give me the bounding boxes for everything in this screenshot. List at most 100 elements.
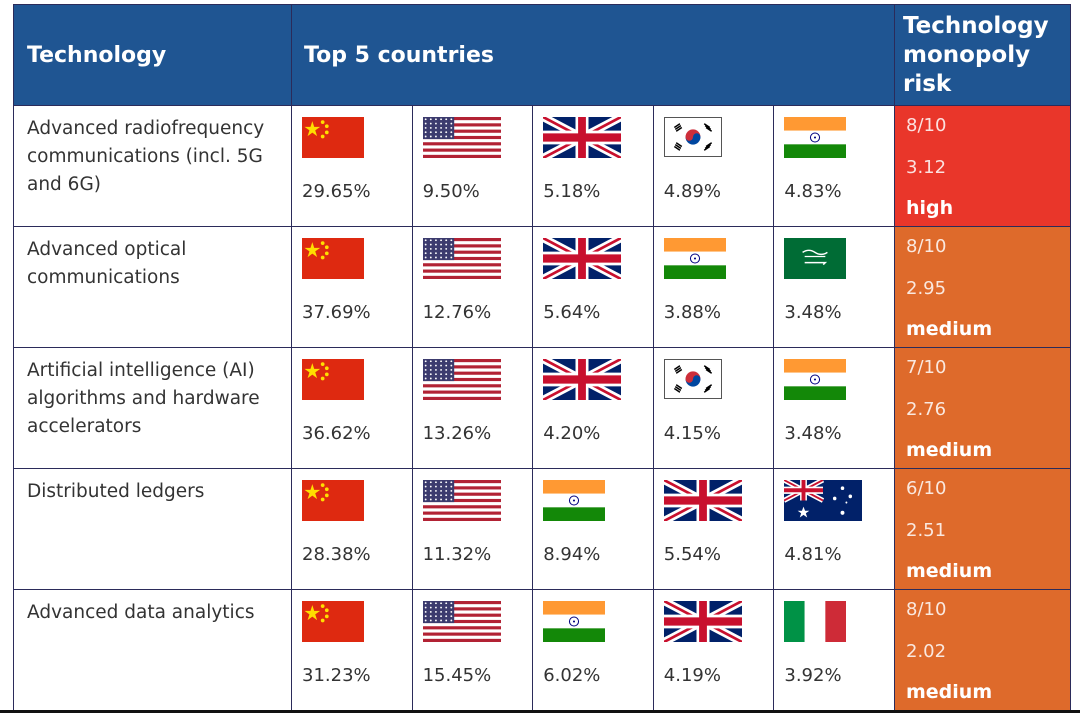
- country-cell: 31.23%: [291, 589, 413, 711]
- risk-level: medium: [906, 318, 993, 340]
- country-share: 4.19%: [663, 665, 721, 686]
- china-flag-icon: [302, 601, 364, 642]
- risk-level: high: [906, 197, 954, 219]
- saudi-arabia-flag-icon: [784, 238, 847, 279]
- table-row: Artificial intelligence (AI) algorithms …: [13, 347, 1071, 469]
- country-share: 8.94%: [543, 544, 601, 565]
- header-technology: Technology: [13, 4, 292, 106]
- usa-flag-icon: [422, 238, 501, 279]
- uk-flag-icon: [663, 601, 742, 642]
- italy-flag-icon: [784, 601, 847, 642]
- country-cell: 29.65%: [291, 105, 413, 227]
- country-cell: 4.20%: [532, 347, 654, 469]
- uk-flag-icon: [543, 238, 622, 279]
- india-flag-icon: [784, 117, 847, 158]
- south-korea-flag-icon: [663, 117, 722, 157]
- usa-flag-icon: [422, 117, 501, 158]
- uk-flag-icon: [543, 359, 622, 400]
- usa-flag-icon: [422, 480, 501, 521]
- technology-name: Advanced optical communications: [13, 226, 292, 348]
- country-share: 3.48%: [784, 302, 842, 323]
- country-cell: 5.18%: [532, 105, 654, 227]
- header-top-countries: Top 5 countries: [291, 4, 895, 106]
- china-flag-icon: [302, 359, 364, 400]
- risk-level: medium: [906, 560, 993, 582]
- technology-name: Advanced radiofrequency communications (…: [13, 105, 292, 227]
- bottom-border: [0, 710, 1080, 713]
- risk-score: 8/10: [906, 599, 947, 620]
- country-share: 6.02%: [543, 665, 601, 686]
- country-cell: 12.76%: [411, 226, 534, 348]
- country-cell: 3.48%: [773, 347, 895, 469]
- country-cell: 3.88%: [652, 226, 775, 348]
- risk-level: medium: [906, 439, 993, 461]
- risk-value: 2.95: [906, 278, 947, 299]
- risk-cell: 6/10 2.51 medium: [894, 468, 1071, 590]
- country-share: 12.76%: [422, 302, 492, 323]
- header-risk: Technology monopoly risk: [894, 4, 1071, 106]
- country-share: 4.15%: [663, 423, 721, 444]
- uk-flag-icon: [663, 480, 742, 521]
- technology-name: Artificial intelligence (AI) algorithms …: [13, 347, 292, 469]
- technology-name: Advanced data analytics: [13, 589, 292, 711]
- country-share: 5.18%: [543, 181, 601, 202]
- country-cell: 15.45%: [411, 589, 534, 711]
- risk-score: 8/10: [906, 236, 947, 257]
- country-cell: 11.32%: [411, 468, 534, 590]
- country-share: 5.64%: [543, 302, 601, 323]
- country-cell: 37.69%: [291, 226, 413, 348]
- india-flag-icon: [543, 601, 606, 642]
- risk-cell: 8/10 2.95 medium: [894, 226, 1071, 348]
- china-flag-icon: [302, 480, 364, 521]
- header-row: Technology Top 5 countries Technology mo…: [13, 4, 1071, 106]
- country-cell: 4.81%: [773, 468, 895, 590]
- country-share: 29.65%: [302, 181, 371, 202]
- technology-name: Distributed ledgers: [13, 468, 292, 590]
- uk-flag-icon: [543, 117, 622, 158]
- risk-level: medium: [906, 681, 993, 703]
- country-share: 4.83%: [784, 181, 842, 202]
- south-korea-flag-icon: [663, 359, 722, 399]
- risk-score: 7/10: [906, 357, 947, 378]
- table-row: Advanced optical communications 37.69% 12.…: [13, 226, 1071, 348]
- country-cell: 28.38%: [291, 468, 413, 590]
- country-share: 3.92%: [784, 665, 842, 686]
- country-share: 5.54%: [663, 544, 721, 565]
- country-share: 11.32%: [422, 544, 492, 565]
- risk-value: 2.02: [906, 641, 947, 662]
- country-cell: 4.83%: [773, 105, 895, 227]
- usa-flag-icon: [422, 359, 501, 400]
- india-flag-icon: [784, 359, 847, 400]
- usa-flag-icon: [422, 601, 501, 642]
- country-share: 9.50%: [422, 181, 480, 202]
- country-cell: 4.89%: [652, 105, 775, 227]
- country-share: 3.48%: [784, 423, 842, 444]
- country-cell: 9.50%: [411, 105, 534, 227]
- country-share: 31.23%: [302, 665, 371, 686]
- country-cell: 3.92%: [773, 589, 895, 711]
- country-share: 28.38%: [302, 544, 371, 565]
- country-cell: 5.64%: [532, 226, 654, 348]
- risk-cell: 7/10 2.76 medium: [894, 347, 1071, 469]
- table-row: Distributed ledgers 28.38% 11.32% 8.94% 5.54…: [13, 468, 1071, 590]
- country-cell: 4.15%: [652, 347, 775, 469]
- risk-cell: 8/10 3.12 high: [894, 105, 1071, 227]
- country-share: 13.26%: [422, 423, 492, 444]
- country-cell: 36.62%: [291, 347, 413, 469]
- country-cell: 4.19%: [652, 589, 775, 711]
- risk-score: 6/10: [906, 478, 947, 499]
- risk-score: 8/10: [906, 115, 947, 136]
- risk-value: 3.12: [906, 157, 947, 178]
- australia-flag-icon: [784, 480, 863, 521]
- country-share: 37.69%: [302, 302, 371, 323]
- india-flag-icon: [663, 238, 726, 279]
- china-flag-icon: [302, 238, 364, 279]
- country-cell: 13.26%: [411, 347, 534, 469]
- table-row: Advanced radiofrequency communications (…: [13, 105, 1071, 227]
- risk-value: 2.51: [906, 520, 947, 541]
- country-share: 36.62%: [302, 423, 371, 444]
- risk-value: 2.76: [906, 399, 947, 420]
- country-share: 15.45%: [422, 665, 492, 686]
- china-flag-icon: [302, 117, 364, 158]
- country-cell: 6.02%: [532, 589, 654, 711]
